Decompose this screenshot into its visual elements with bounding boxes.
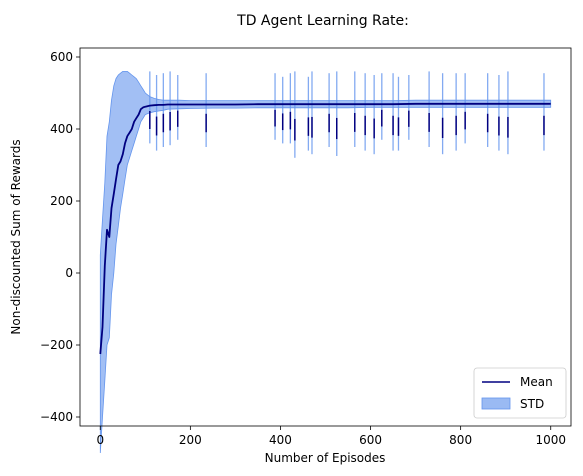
- legend-std-label: STD: [520, 397, 544, 411]
- x-tick-label: 800: [449, 433, 472, 447]
- x-tick-label: 1000: [535, 433, 566, 447]
- y-axis-ticks: −400 −200 0 200 400 600: [40, 50, 80, 424]
- legend-mean-label: Mean: [520, 375, 553, 389]
- x-tick-label: 400: [269, 433, 292, 447]
- plot-area: [99, 71, 552, 454]
- mean-line: [99, 102, 551, 355]
- std-band: [99, 71, 552, 454]
- x-axis-label: Number of Episodes: [265, 451, 386, 465]
- std-band-layer: [99, 71, 552, 454]
- x-tick-label: 600: [359, 433, 382, 447]
- y-tick-label: −400: [40, 410, 73, 424]
- y-axis-label: Non-discounted Sum of Rewards: [9, 139, 23, 334]
- y-tick-label: 400: [50, 122, 73, 136]
- x-axis-ticks: 0 200 400 600 800 1000: [96, 426, 566, 447]
- x-tick-label: 200: [179, 433, 202, 447]
- y-tick-label: 0: [65, 266, 73, 280]
- mean-line-layer: [99, 102, 551, 355]
- legend-std-swatch: [481, 397, 511, 410]
- y-tick-label: 600: [50, 50, 73, 64]
- chart-title: TD Agent Learning Rate:: [236, 13, 409, 29]
- plot-frame: [79, 47, 572, 427]
- x-tick-label: 0: [96, 433, 104, 447]
- y-tick-label: 200: [50, 194, 73, 208]
- std-spike-layer: [149, 71, 545, 158]
- legend: Mean STD: [473, 367, 567, 419]
- y-tick-label: −200: [40, 338, 73, 352]
